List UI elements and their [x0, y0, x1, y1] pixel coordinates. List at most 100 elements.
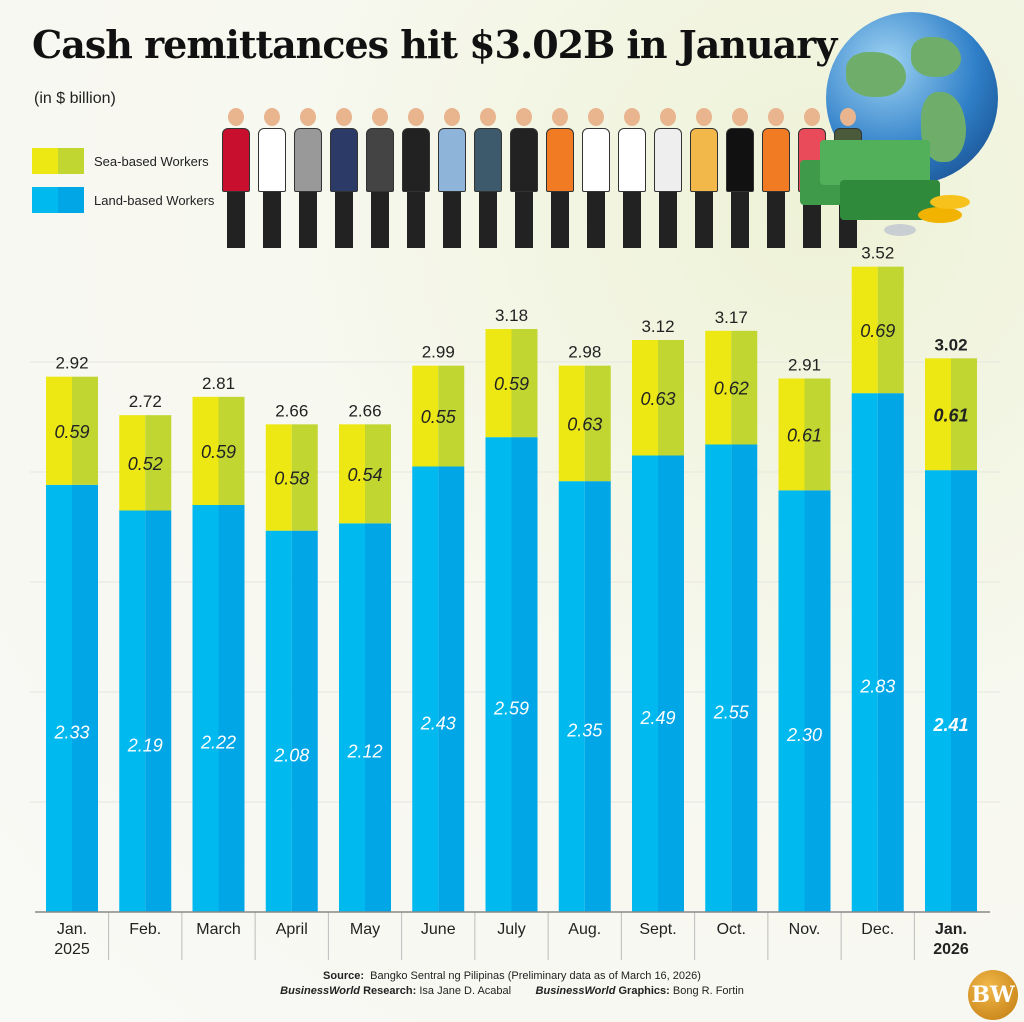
bar-sea — [925, 358, 951, 471]
graphics-label: Graphics: — [618, 985, 670, 997]
bar-group: 2.49 0.63 3.12 Sept. — [632, 317, 684, 938]
bar-group: 2.30 0.61 2.91 Nov. — [778, 356, 831, 938]
data-label-total: 3.02 — [934, 335, 967, 354]
x-tick-label: Feb. — [129, 921, 161, 938]
worker-figure — [546, 98, 574, 248]
source-label: Source: — [323, 970, 365, 982]
bar-land-shade — [804, 490, 831, 912]
data-label-sea: 0.52 — [128, 454, 163, 474]
bar-sea — [485, 329, 512, 438]
research-name: Isa Jane D. Acabal — [419, 985, 512, 997]
bar-land — [339, 523, 365, 912]
x-tick-label: 2026 — [933, 941, 969, 958]
data-label-total: 2.99 — [422, 343, 455, 362]
bar-sea — [339, 424, 365, 524]
bar-land — [46, 484, 72, 912]
data-label-total: 2.91 — [788, 356, 821, 375]
bar-land — [265, 530, 292, 912]
data-label-land: 2.41 — [932, 715, 968, 735]
bar-land-shade — [365, 523, 391, 912]
legend-label-sea: Sea-based Workers — [94, 153, 209, 169]
bar-group: 2.43 0.55 2.99 June — [412, 343, 465, 938]
research-brand: BusinessWorld — [280, 985, 361, 997]
bar-land-shade — [291, 530, 318, 912]
bar-land-shade — [731, 444, 758, 912]
data-label-total: 3.18 — [495, 306, 528, 325]
data-label-land: 2.55 — [713, 702, 750, 722]
bar-group: 2.35 0.63 2.98 Aug. — [558, 343, 611, 938]
data-label-land: 2.83 — [859, 677, 895, 697]
bar-land-shade — [951, 470, 977, 912]
bar-group: 2.41 0.61 3.02 Jan. 2026 — [925, 335, 977, 958]
bar-sea — [119, 415, 146, 511]
worker-figure — [438, 98, 466, 248]
bar-sea-shade — [72, 376, 98, 485]
x-tick-label: March — [196, 921, 240, 938]
worker-figure — [474, 98, 502, 248]
worker-figure — [618, 98, 646, 248]
data-label-sea: 0.58 — [274, 469, 309, 489]
data-label-land: 2.12 — [346, 742, 382, 762]
legend-item-land: Land-based Workers — [32, 187, 214, 213]
data-label-sea: 0.59 — [201, 442, 236, 462]
source-line: Source: Bangko Sentral ng Pilipinas (Pre… — [0, 970, 1024, 982]
data-label-land: 2.30 — [786, 725, 822, 745]
bar-sea — [632, 340, 658, 456]
data-label-land: 2.22 — [200, 733, 236, 753]
data-label-total: 2.98 — [568, 343, 601, 362]
bar-sea — [851, 266, 878, 394]
bar-group: 2.33 0.59 2.92 Jan. 2025 — [46, 354, 98, 958]
bar-sea-shade — [584, 365, 611, 482]
bar-land-shade — [438, 466, 465, 912]
bar-land — [925, 470, 951, 912]
data-label-sea: 0.55 — [421, 407, 457, 427]
worker-figure — [402, 98, 430, 248]
data-label-sea: 0.63 — [640, 389, 675, 409]
bar-land — [412, 466, 439, 912]
data-label-land: 2.19 — [127, 735, 163, 755]
data-label-total: 2.66 — [275, 401, 308, 420]
x-tick-label: Dec. — [861, 921, 894, 938]
data-label-sea: 0.63 — [567, 414, 602, 434]
bar-land-shade — [877, 393, 904, 913]
bar-land — [632, 455, 658, 912]
research-label: Research: — [363, 985, 417, 997]
stacked-bar-chart: 2.33 0.59 2.92 Jan. 2025 2.19 0.52 2.72 Feb. 2.22… — [30, 244, 1000, 960]
data-label-land: 2.59 — [493, 699, 529, 719]
data-label-total: 3.52 — [861, 244, 894, 263]
data-label-sea: 0.61 — [787, 425, 822, 445]
data-label-land: 2.49 — [639, 708, 675, 728]
chart-title: Cash remittances hit $3.02B in January — [32, 22, 837, 67]
businessworld-logo: BW — [968, 970, 1018, 1020]
x-tick-label: July — [497, 921, 525, 938]
bar-land-shade — [145, 510, 172, 912]
data-label-sea: 0.69 — [860, 321, 895, 341]
worker-figure — [726, 98, 754, 248]
bar-sea — [46, 376, 72, 485]
bar-sea-shade — [658, 340, 684, 456]
bar-land — [192, 505, 219, 912]
bar-sea — [265, 424, 292, 531]
x-tick-label: Nov. — [789, 921, 821, 938]
bar-sea — [192, 396, 219, 505]
bar-sea-shade — [877, 266, 904, 394]
x-tick-label: May — [350, 921, 380, 938]
workers-illustration — [222, 98, 862, 248]
bar-group: 2.22 0.59 2.81 March — [192, 374, 245, 938]
worker-figure — [582, 98, 610, 248]
bar-group: 2.12 0.54 2.66 May — [339, 401, 391, 938]
bar-land — [119, 510, 146, 912]
money-illustration — [800, 140, 970, 236]
worker-figure — [330, 98, 358, 248]
worker-figure — [366, 98, 394, 248]
bar-sea-shade — [511, 329, 538, 438]
data-label-sea: 0.62 — [714, 379, 749, 399]
bar-land — [558, 481, 585, 912]
data-label-total: 2.66 — [348, 401, 381, 420]
bar-land — [778, 490, 805, 912]
data-label-sea: 0.59 — [494, 374, 529, 394]
bar-land — [705, 444, 732, 912]
worker-figure — [294, 98, 322, 248]
worker-figure — [258, 98, 286, 248]
data-label-land: 2.35 — [566, 721, 603, 741]
